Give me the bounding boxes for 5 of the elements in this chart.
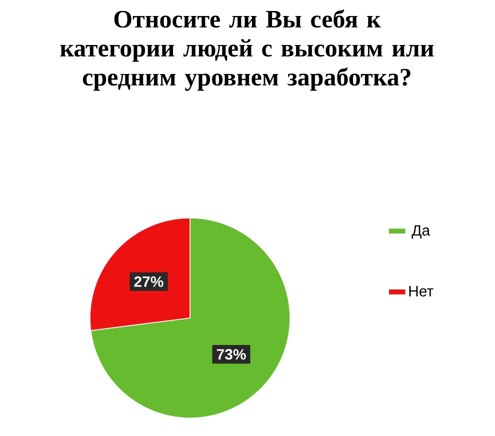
chart-title: Относите ли Вы себя к категории людей с высоким или средним уровнем заработка? bbox=[60, 10, 434, 91]
data-label: 73% bbox=[216, 349, 246, 360]
legend-label: Нет bbox=[409, 286, 434, 296]
legend-label: Да bbox=[412, 225, 430, 238]
data-label: 27% bbox=[134, 276, 164, 287]
